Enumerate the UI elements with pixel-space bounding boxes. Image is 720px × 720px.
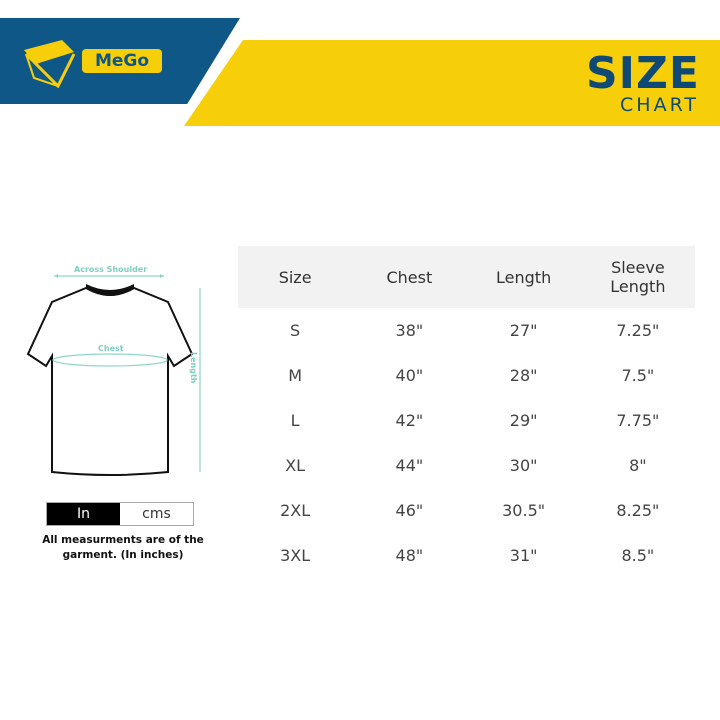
table-row: L 42" 29" 7.75" xyxy=(238,398,695,443)
header-chest: Chest xyxy=(352,246,467,308)
page-subtitle: CHART xyxy=(620,94,699,116)
chest-label: Chest xyxy=(98,344,124,353)
table-cell: 48" xyxy=(395,546,424,565)
table-cell: 8.25" xyxy=(616,501,660,520)
table-row: 2XL 46" 30.5" 8.25" xyxy=(238,488,695,533)
header-size: Size xyxy=(238,246,353,308)
table-cell: M xyxy=(288,366,303,385)
table-cell: 29" xyxy=(509,411,538,430)
table-cell: 30" xyxy=(509,456,538,475)
unit-option-in[interactable]: In xyxy=(47,503,120,525)
table-cell: 31" xyxy=(509,546,538,565)
envelope-logo-icon xyxy=(24,40,76,88)
measurement-note: All measurments are of the garment. (In … xyxy=(42,534,204,561)
table-cell: L xyxy=(290,411,300,430)
table-cell: 27" xyxy=(509,321,538,340)
table-cell: 28" xyxy=(509,366,538,385)
table-cell: 8.5" xyxy=(621,546,655,565)
table-cell: 7.25" xyxy=(616,321,660,340)
table-cell: 42" xyxy=(395,411,424,430)
table-cell: S xyxy=(290,321,301,340)
table-cell: 8" xyxy=(629,456,647,475)
tshirt-diagram xyxy=(26,274,201,476)
table-cell: 3XL xyxy=(280,546,311,565)
table-cell: 7.75" xyxy=(616,411,660,430)
size-table: Size Chest Length Sleeve Length S 38" 27" 7… xyxy=(238,246,695,578)
header-yellow-band xyxy=(184,40,720,126)
unit-option-cms[interactable]: cms xyxy=(142,506,171,522)
across-shoulder-label: Across Shoulder xyxy=(74,265,148,274)
table-row: 3XL 48" 31" 8.5" xyxy=(238,533,695,578)
table-cell: 2XL xyxy=(280,501,311,520)
table-cell: 30.5" xyxy=(502,501,546,520)
table-cell: 44" xyxy=(395,456,424,475)
length-label: Length xyxy=(189,352,198,384)
table-row: M 40" 28" 7.5" xyxy=(238,353,695,398)
unit-toggle[interactable]: In cms xyxy=(46,502,194,526)
table-cell: 40" xyxy=(395,366,424,385)
table-cell: 46" xyxy=(395,501,424,520)
page-title: SIZE xyxy=(585,48,700,99)
table-header-row: Size Chest Length Sleeve Length xyxy=(238,246,695,308)
table-cell: 7.5" xyxy=(621,366,655,385)
table-row: XL 44" 30" 8" xyxy=(238,443,695,488)
header-sleeve-length: Sleeve Length xyxy=(580,246,695,308)
table-cell: 38" xyxy=(395,321,424,340)
header-length: Length xyxy=(466,246,581,308)
table-row: S 38" 27" 7.25" xyxy=(238,308,695,353)
table-cell: XL xyxy=(285,456,306,475)
brand-logo: MeGo xyxy=(82,49,162,73)
